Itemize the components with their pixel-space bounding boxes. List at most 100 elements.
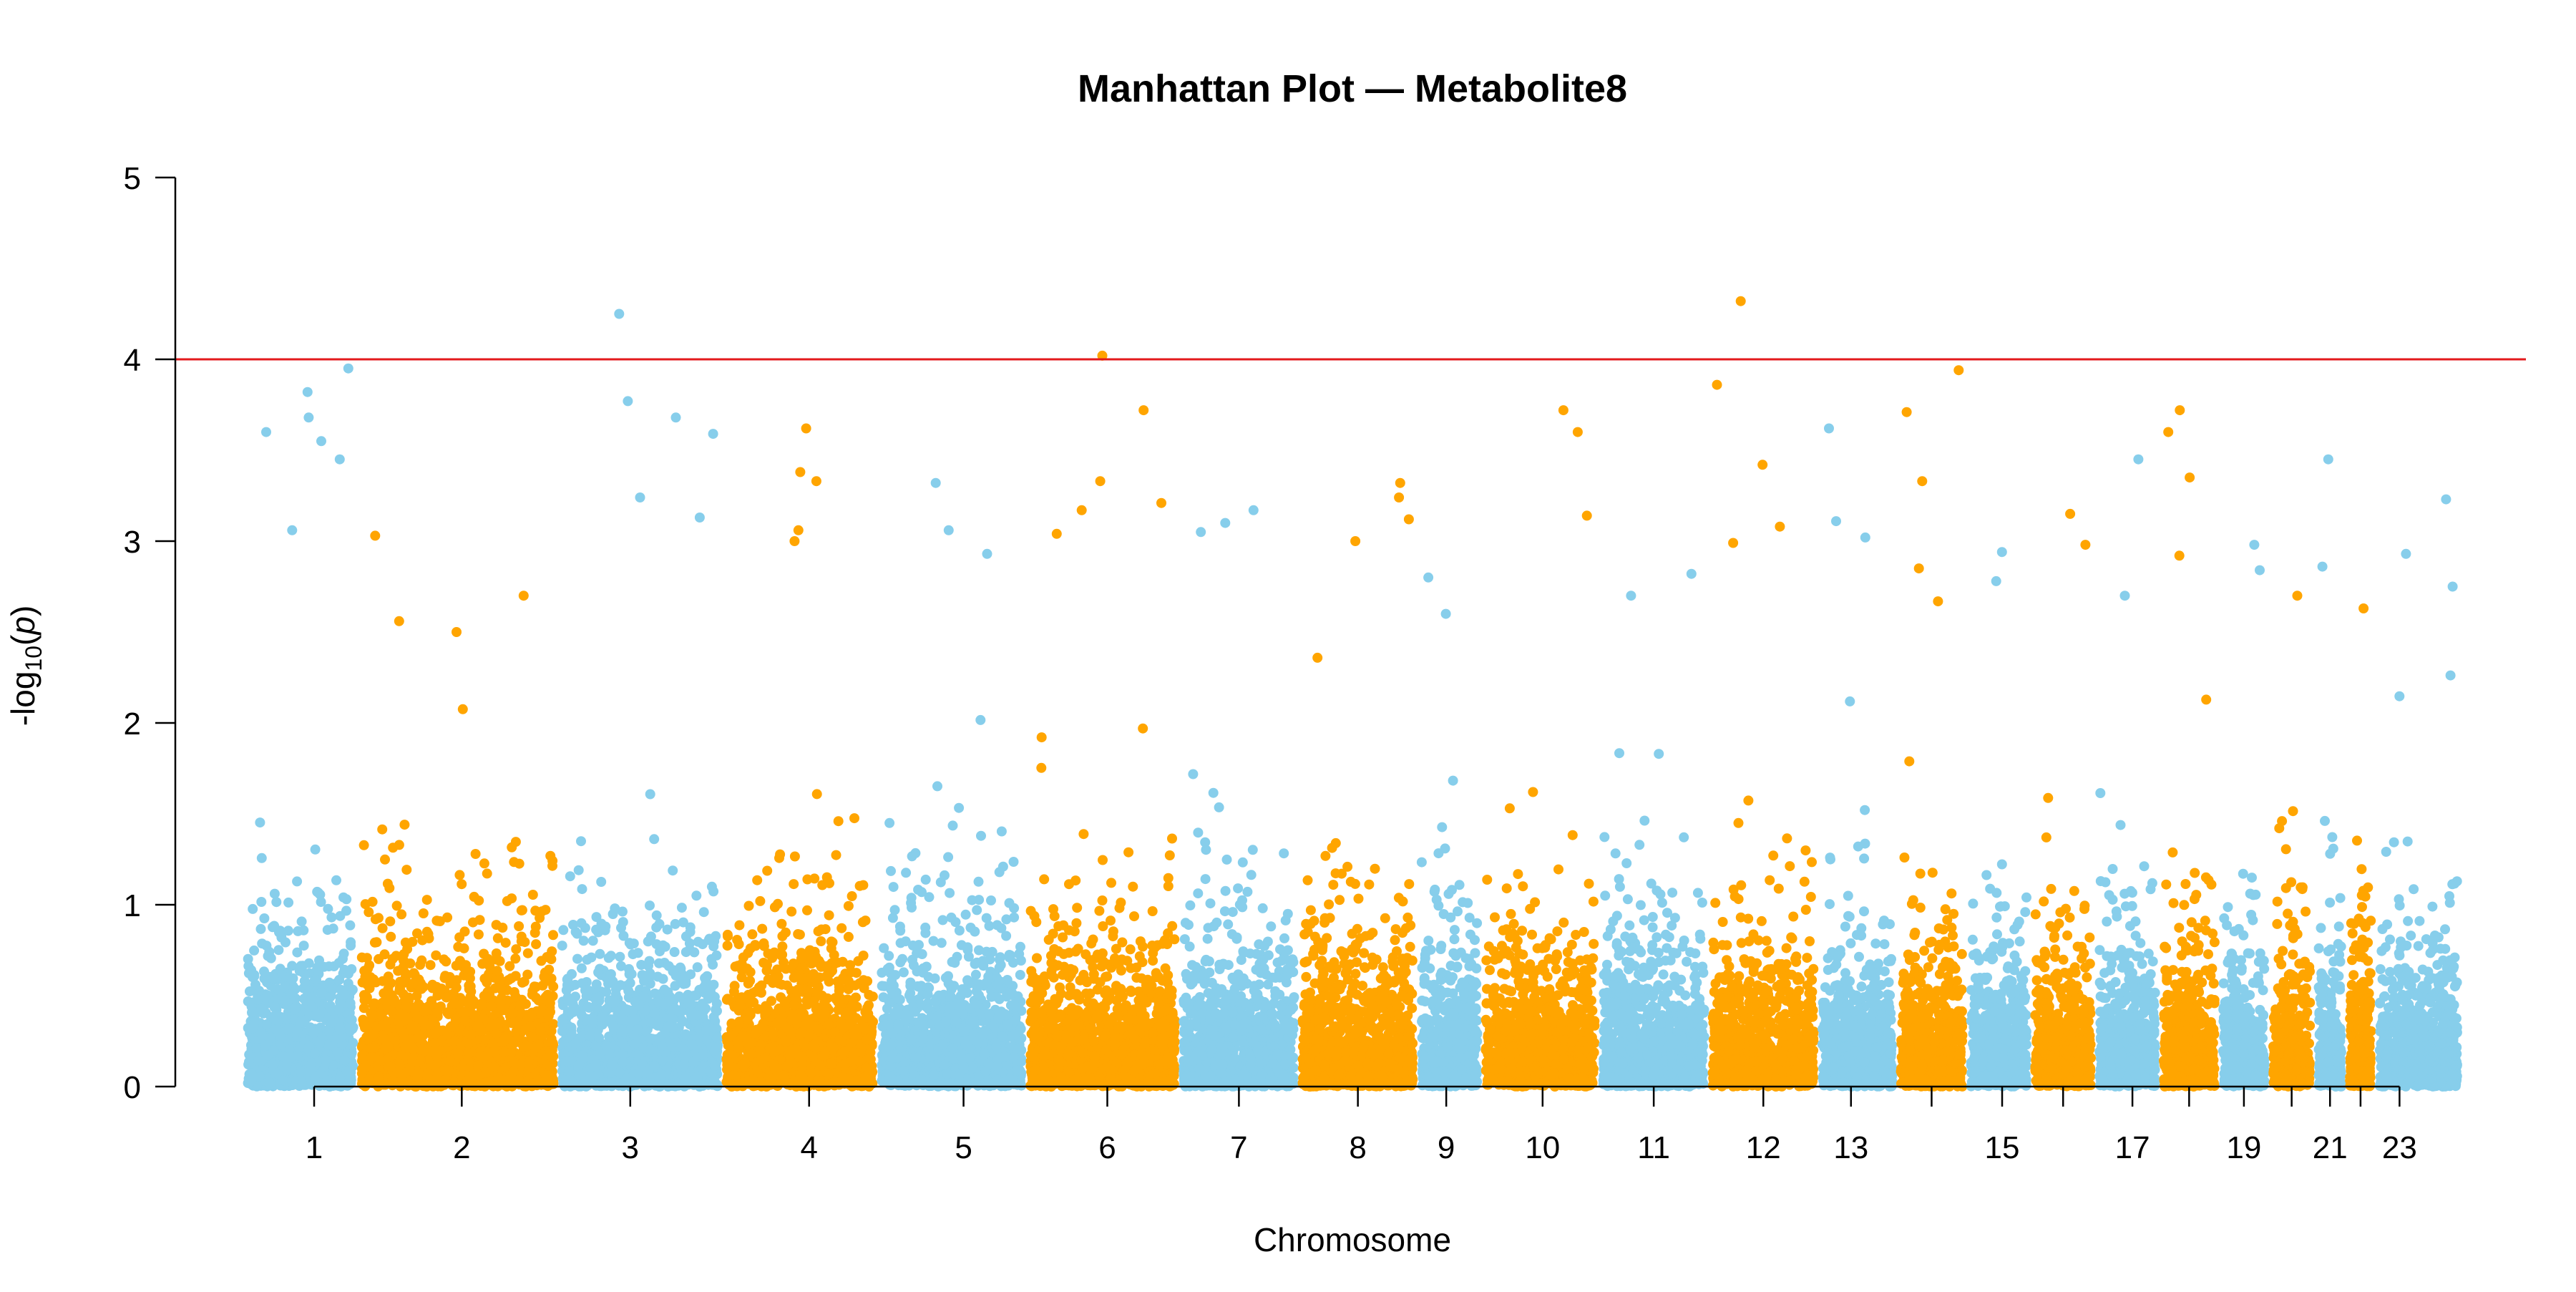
- snp-point-chr1: [334, 974, 345, 985]
- snp-point-chr2: [391, 900, 402, 911]
- snp-point-chr1: [339, 1055, 350, 1066]
- snp-point-chr3: [576, 836, 586, 847]
- snp-point-chr3: [708, 886, 719, 897]
- snp-point-chr3: [618, 1026, 628, 1036]
- snp-point-chr1: [316, 897, 326, 908]
- snp-point-chr2: [518, 591, 529, 601]
- snp-point-chr3: [567, 1007, 578, 1017]
- snp-point-chr2: [509, 857, 519, 868]
- snp-point-chr3: [694, 513, 705, 523]
- snp-point-chr2: [386, 978, 396, 989]
- snp-point-chr2: [436, 983, 447, 994]
- snp-point-chr3: [677, 1016, 688, 1027]
- snp-point-chr2: [369, 1042, 380, 1053]
- snp-point-chr1: [246, 1076, 257, 1086]
- snp-point-chr1: [297, 1079, 308, 1089]
- snp-point-chr2: [369, 1029, 379, 1040]
- snp-point-chr2: [408, 1044, 419, 1054]
- snp-point-chr2: [370, 914, 381, 925]
- snp-point-chr1: [251, 1042, 262, 1053]
- snp-point-chr3: [645, 1016, 655, 1027]
- snp-point-chr1: [259, 913, 270, 923]
- snp-point-chr1: [268, 973, 279, 983]
- snp-point-chr2: [502, 895, 512, 906]
- snp-point-chr2: [514, 921, 525, 931]
- snp-point-chr1: [312, 886, 323, 897]
- snp-point-chr2: [408, 978, 419, 989]
- snp-point-chr4: [774, 853, 784, 863]
- snp-point-chr2: [360, 1021, 371, 1031]
- snp-point-chr2: [540, 972, 550, 983]
- snp-point-chr2: [542, 952, 552, 962]
- snp-point-chr1: [345, 998, 356, 1009]
- snp-point-chr1: [325, 992, 336, 1002]
- snp-point-chr1: [303, 958, 314, 968]
- snp-point-chr4: [747, 929, 758, 940]
- snp-point-chr1: [255, 817, 265, 828]
- snp-point-chr1: [296, 916, 307, 927]
- snp-point-chr3: [700, 973, 711, 983]
- snp-point-chr1: [310, 844, 321, 855]
- snp-point-chr1: [293, 1050, 303, 1061]
- snp-point-chr2: [516, 905, 527, 915]
- snp-point-chr2: [369, 937, 380, 948]
- snp-point-chr1: [259, 966, 269, 977]
- snp-point-chr2: [408, 1024, 419, 1035]
- snp-point-chr3: [609, 998, 620, 1009]
- snp-point-chr1: [273, 945, 284, 956]
- snp-point-chr3: [582, 954, 592, 965]
- snp-point-chr3: [708, 959, 718, 970]
- snp-point-chr2: [504, 961, 515, 971]
- snp-point-chr2: [465, 981, 476, 991]
- snp-point-chr2: [547, 1051, 557, 1062]
- snp-point-chr3: [573, 865, 584, 875]
- snp-point-chr1: [302, 387, 313, 397]
- snp-point-chr1: [264, 1077, 274, 1088]
- snp-point-chr2: [482, 868, 492, 879]
- snp-point-chr2: [371, 977, 381, 988]
- snp-point-chr3: [593, 967, 604, 978]
- snp-point-chr1: [269, 921, 280, 931]
- snp-point-chr2: [433, 1075, 444, 1086]
- snp-point-chr2: [431, 915, 442, 926]
- snp-point-chr3: [676, 903, 687, 913]
- snp-point-chr3: [635, 492, 645, 502]
- snp-point-chr2: [531, 939, 542, 950]
- snp-point-chr2: [547, 860, 557, 871]
- snp-point-chr2: [392, 1067, 403, 1077]
- snp-point-chr2: [530, 928, 540, 938]
- snp-point-chr2: [399, 1011, 409, 1021]
- snp-point-chr3: [698, 982, 709, 993]
- snp-point-chr3: [608, 1021, 618, 1031]
- snp-point-chr2: [526, 1010, 537, 1021]
- snp-point-chr1: [248, 903, 258, 914]
- snp-point-chr3: [645, 1044, 655, 1055]
- snp-point-chr4: [786, 906, 797, 917]
- snp-point-chr3: [698, 1049, 708, 1060]
- snp-point-chr2: [379, 988, 389, 999]
- snp-point-chr2: [499, 1046, 510, 1057]
- snp-point-chr1: [306, 992, 317, 1003]
- snp-point-chr3: [618, 931, 629, 941]
- snp-point-chr1: [314, 1038, 325, 1049]
- snp-point-chr2: [457, 879, 467, 890]
- snp-point-chr3: [630, 1014, 640, 1024]
- snp-point-chr1: [335, 1024, 346, 1035]
- snp-point-chr3: [657, 1041, 668, 1051]
- snp-point-chr3: [558, 925, 569, 936]
- snp-point-chr3: [615, 951, 625, 962]
- snp-point-chr3: [576, 963, 587, 973]
- snp-point-chr4: [722, 941, 733, 951]
- snp-point-chr1: [275, 1031, 286, 1041]
- snp-point-chr1: [243, 961, 254, 971]
- snp-point-chr2: [394, 840, 404, 850]
- snp-point-chr1: [256, 897, 267, 907]
- snp-point-chr3: [590, 995, 601, 1005]
- snp-point-chr3: [649, 1061, 660, 1072]
- snp-point-chr2: [545, 998, 555, 1009]
- snp-point-chr3: [557, 941, 567, 951]
- snp-point-chr2: [401, 865, 412, 875]
- snp-point-chr3: [668, 865, 678, 876]
- snp-point-chr4: [849, 813, 859, 824]
- snp-point-chr1: [298, 941, 309, 951]
